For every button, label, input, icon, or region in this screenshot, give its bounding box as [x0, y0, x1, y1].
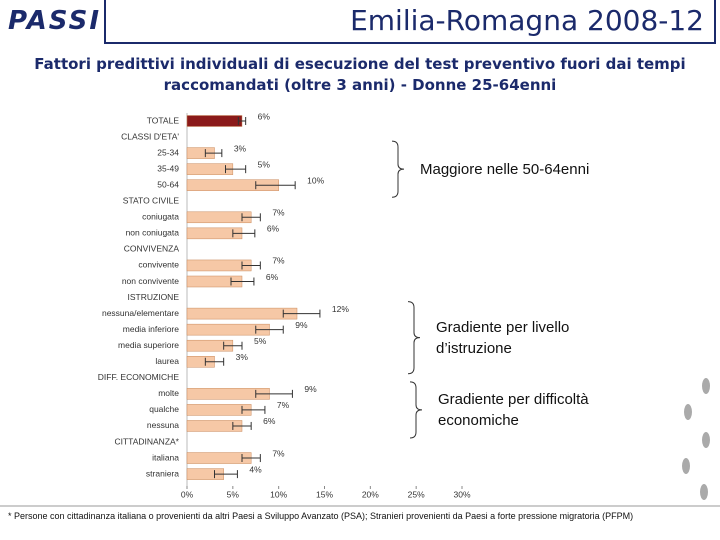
data-label: 10% [307, 175, 324, 185]
annotation: Maggiore nelle 50-64enni [420, 160, 590, 178]
footprint [702, 378, 710, 394]
y-tick-label: CITTADINANZA* [114, 436, 179, 446]
y-tick-label: media superiore [118, 340, 179, 350]
y-tick-label: qualche [149, 404, 179, 414]
y-tick-label: STATO CIVILE [123, 196, 180, 206]
y-tick-label: nessuna [147, 420, 179, 430]
x-tick-label: 20% [362, 489, 379, 499]
title: Emilia-Romagna 2008-12 [350, 4, 704, 37]
y-tick-label: 50-64 [157, 179, 179, 189]
logo: PASSI [8, 6, 101, 36]
y-tick-label: nessuna/elementare [102, 308, 179, 318]
y-tick-label: 35-49 [157, 163, 179, 173]
data-label: 9% [304, 384, 317, 394]
y-tick-label: 25-34 [157, 147, 179, 157]
y-tick-label: non convivente [122, 276, 179, 286]
y-tick-label: coniugata [142, 212, 179, 222]
data-label: 3% [236, 352, 249, 362]
y-tick-label: TOTALE [147, 115, 180, 125]
data-label: 7% [272, 448, 285, 458]
footprint [702, 432, 710, 448]
y-tick-label: CONVIVENZA [124, 244, 180, 254]
data-label: 6% [263, 416, 276, 426]
y-tick-label: italiana [152, 452, 179, 462]
footprint [700, 484, 708, 500]
y-tick-label: non coniugata [126, 228, 180, 238]
x-tick-label: 15% [316, 489, 333, 499]
y-tick-label: convivente [138, 260, 179, 270]
y-tick-label: molte [158, 388, 179, 398]
data-label: 6% [267, 224, 280, 234]
y-tick-label: DIFF. ECONOMICHE [98, 372, 180, 382]
data-label: 9% [295, 320, 308, 330]
footprint [684, 404, 692, 420]
data-label: 7% [277, 400, 290, 410]
brace [409, 381, 423, 439]
subtitle: Fattori predittivi individuali di esecuz… [34, 55, 686, 94]
y-tick-label: media inferiore [123, 324, 179, 334]
data-label: 5% [254, 336, 267, 346]
data-label: 7% [272, 256, 285, 266]
data-label: 5% [258, 159, 271, 169]
y-tick-label: CLASSI D'ETA' [121, 131, 179, 141]
brace [391, 140, 405, 198]
y-tick-label: straniera [146, 468, 179, 478]
x-tick-label: 0% [181, 489, 194, 499]
footnote: * Persone con cittadinanza italiana o pr… [8, 511, 634, 521]
data-label: 12% [332, 304, 349, 314]
bar [186, 307, 298, 320]
data-label: 7% [272, 208, 285, 218]
y-tick-label: laurea [155, 356, 179, 366]
y-tick-label: ISTRUZIONE [128, 292, 180, 302]
x-tick-label: 25% [408, 489, 425, 499]
x-tick-label: 30% [453, 489, 470, 499]
data-label: 6% [266, 272, 279, 282]
data-label: 4% [249, 464, 262, 474]
x-tick-label: 10% [270, 489, 287, 499]
footprints [682, 378, 710, 500]
brace [407, 301, 421, 375]
annotation: Gradiente per livello d’istruzione [436, 318, 570, 357]
data-label: 6% [258, 111, 271, 121]
annotation: Gradiente per difficoltà economiche [438, 390, 589, 429]
data-label: 3% [234, 143, 247, 153]
header-bar: Emilia-Romagna 2008-12 [104, 0, 716, 44]
x-tick-label: 5% [227, 489, 240, 499]
footprint [682, 458, 690, 474]
bar [186, 115, 243, 127]
